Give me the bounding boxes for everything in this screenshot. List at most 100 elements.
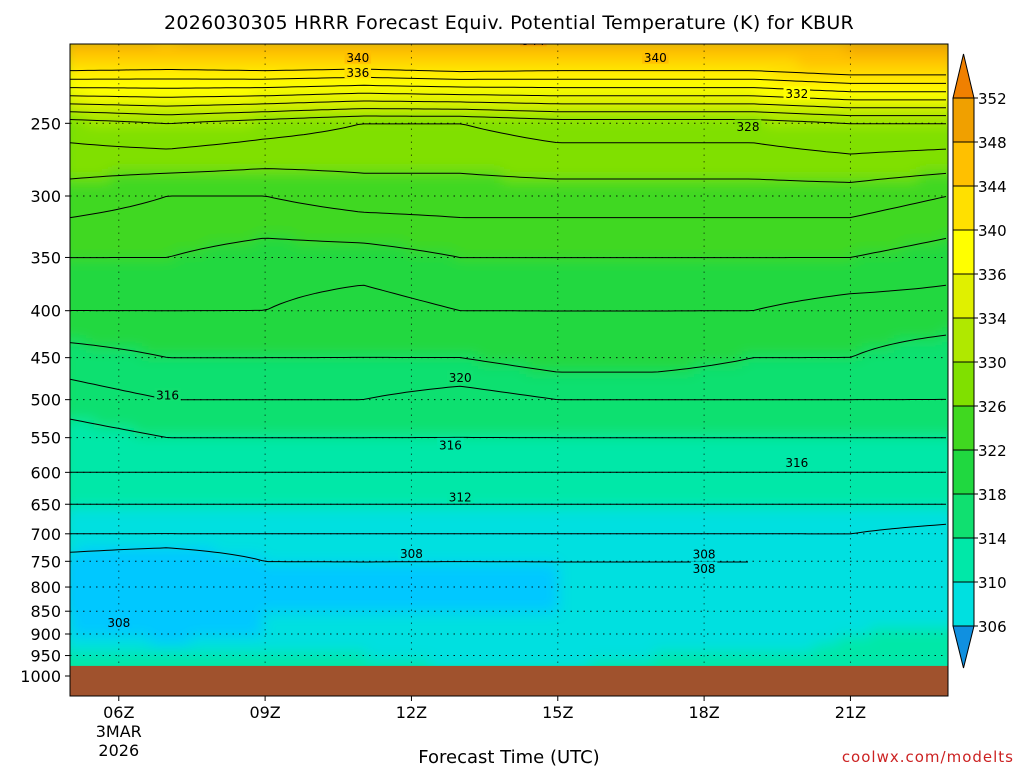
field-cell bbox=[126, 308, 135, 317]
field-cell bbox=[758, 156, 767, 165]
field-cell bbox=[182, 132, 191, 141]
field-cell bbox=[118, 164, 127, 173]
field-cell bbox=[894, 180, 903, 189]
field-cell bbox=[734, 292, 743, 301]
field-cell bbox=[790, 268, 799, 277]
field-cell bbox=[758, 44, 767, 53]
field-cell bbox=[510, 244, 519, 253]
field-cell bbox=[286, 52, 295, 61]
field-cell bbox=[326, 108, 335, 117]
field-cell bbox=[246, 156, 255, 165]
field-cell bbox=[814, 100, 823, 109]
field-cell bbox=[294, 60, 303, 69]
field-cell bbox=[710, 156, 719, 165]
field-cell bbox=[134, 388, 143, 397]
field-cell bbox=[622, 84, 631, 93]
field-cell bbox=[198, 276, 207, 285]
field-cell bbox=[198, 284, 207, 293]
field-cell bbox=[390, 44, 399, 45]
field-cell bbox=[118, 156, 127, 165]
field-cell bbox=[190, 356, 199, 365]
field-cell bbox=[198, 364, 207, 373]
field-cell bbox=[622, 340, 631, 349]
field-cell bbox=[758, 52, 767, 61]
field-cell bbox=[862, 100, 871, 109]
field-cell bbox=[870, 84, 879, 93]
field-cell bbox=[814, 260, 823, 269]
field-cell bbox=[198, 236, 207, 245]
field-cell bbox=[870, 324, 879, 333]
field-cell bbox=[550, 260, 559, 269]
field-cell bbox=[902, 60, 911, 69]
field-cell bbox=[846, 244, 855, 253]
field-cell bbox=[862, 212, 871, 221]
field-cell bbox=[758, 148, 767, 157]
field-cell bbox=[86, 252, 95, 261]
field-cell bbox=[182, 116, 191, 125]
field-cell bbox=[286, 180, 295, 189]
field-cell bbox=[774, 196, 783, 205]
field-cell bbox=[358, 108, 367, 117]
field-cell bbox=[486, 300, 495, 309]
field-cell bbox=[214, 252, 223, 261]
field-cell bbox=[798, 204, 807, 213]
field-cell bbox=[894, 204, 903, 213]
field-cell bbox=[886, 132, 895, 141]
field-cell bbox=[70, 268, 71, 277]
field-cell bbox=[734, 308, 743, 317]
field-cell bbox=[454, 156, 463, 165]
field-cell bbox=[374, 284, 383, 293]
field-cell bbox=[918, 260, 927, 269]
field-cell bbox=[910, 364, 919, 373]
field-cell bbox=[670, 244, 679, 253]
field-cell bbox=[246, 76, 255, 85]
field-cell bbox=[334, 164, 343, 173]
field-cell bbox=[190, 388, 199, 397]
field-cell bbox=[174, 332, 183, 341]
field-cell bbox=[382, 236, 391, 245]
field-cell bbox=[270, 332, 279, 341]
field-cell bbox=[582, 260, 591, 269]
field-cell bbox=[102, 236, 111, 245]
field-cell bbox=[294, 316, 303, 325]
field-cell bbox=[414, 196, 423, 205]
field-cell bbox=[574, 316, 583, 325]
field-cell bbox=[398, 268, 407, 277]
field-cell bbox=[926, 124, 935, 133]
field-cell bbox=[518, 268, 527, 277]
field-cell bbox=[838, 364, 847, 373]
field-cell bbox=[718, 300, 727, 309]
field-cell bbox=[806, 356, 815, 365]
field-cell bbox=[718, 44, 727, 53]
field-cell bbox=[374, 212, 383, 221]
field-cell bbox=[254, 164, 263, 173]
field-cell bbox=[206, 316, 215, 325]
field-cell bbox=[254, 356, 263, 365]
field-cell bbox=[70, 364, 71, 373]
field-cell bbox=[390, 356, 399, 365]
field-cell bbox=[670, 116, 679, 125]
field-cell bbox=[942, 60, 948, 69]
field-cell bbox=[334, 292, 343, 301]
field-cell bbox=[510, 340, 519, 349]
field-cell bbox=[582, 340, 591, 349]
field-cell bbox=[614, 340, 623, 349]
field-cell bbox=[614, 332, 623, 341]
field-cell bbox=[206, 164, 215, 173]
field-cell bbox=[310, 292, 319, 301]
field-cell bbox=[590, 252, 599, 261]
field-cell bbox=[406, 76, 415, 85]
field-cell bbox=[118, 380, 127, 389]
field-cell bbox=[686, 84, 695, 93]
field-cell bbox=[326, 68, 335, 77]
field-cell bbox=[622, 132, 631, 141]
field-cell bbox=[342, 324, 351, 333]
field-cell bbox=[358, 84, 367, 93]
field-cell bbox=[694, 268, 703, 277]
field-cell bbox=[510, 284, 519, 293]
field-cell bbox=[702, 244, 711, 253]
field-cell bbox=[814, 140, 823, 149]
field-cell bbox=[158, 316, 167, 325]
field-cell bbox=[390, 140, 399, 149]
field-cell bbox=[846, 228, 855, 237]
